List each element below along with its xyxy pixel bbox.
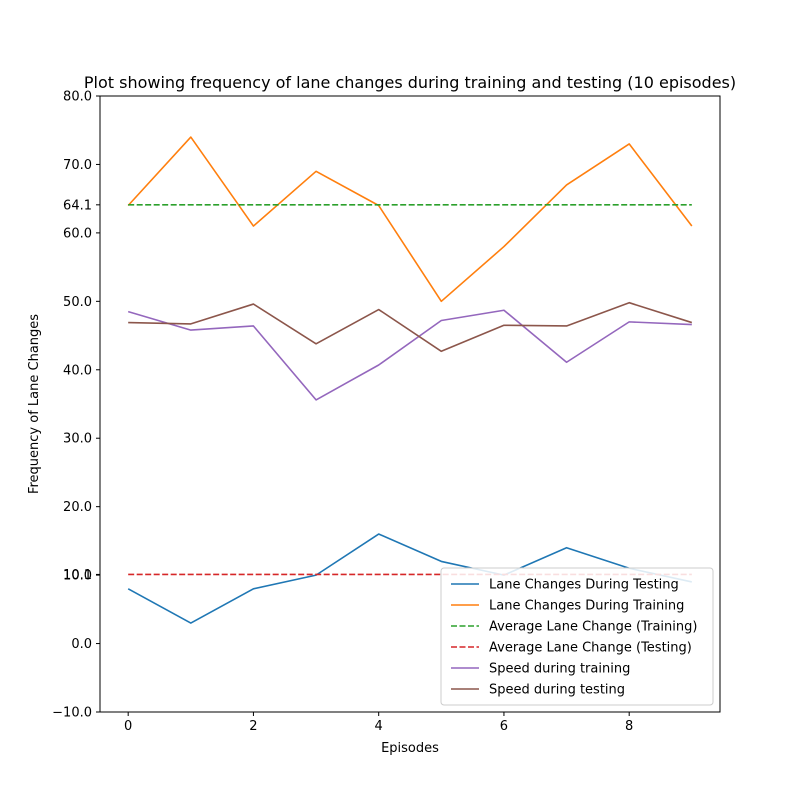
x-tick-label: 0 — [124, 719, 132, 734]
legend-label-1: Lane Changes During Training — [489, 599, 684, 614]
legend-label-4: Speed during training — [489, 662, 630, 677]
x-tick-label: 8 — [625, 719, 633, 734]
y-axis-ticks: −10.0 0.0 10.010.1 20.0 30.0 40.0 50.0 60.0 64.1… — [52, 90, 100, 721]
series-layer — [127, 136, 693, 624]
legend-label-5: Speed during testing — [489, 683, 625, 698]
series-line-1 — [127, 136, 693, 303]
legend: Lane Changes During Testing Lane Changes … — [440, 567, 714, 706]
y-tick-label: 10.1 — [63, 568, 92, 583]
y-tick-label: 20.0 — [63, 500, 92, 515]
y-tick-label: 50.0 — [63, 295, 92, 310]
y-tick-label: 10.0 — [63, 569, 92, 584]
y-tick-label: 0.0 — [71, 637, 92, 652]
y-axis-label: Frequency of Lane Changes — [27, 314, 42, 494]
y-tick-label: 30.0 — [63, 432, 92, 447]
y-tick-label: 64.1 — [63, 198, 92, 213]
series-line-0 — [127, 533, 692, 624]
y-tick-label: 40.0 — [63, 363, 92, 378]
legend-label-3: Average Lane Change (Testing) — [489, 641, 692, 656]
x-axis-label: Episodes — [381, 741, 439, 756]
series-line-4 — [127, 309, 692, 401]
y-tick-label: 60.0 — [63, 226, 92, 241]
series-line-5 — [128, 301, 693, 353]
legend-box — [440, 567, 714, 706]
x-tick-label: 2 — [249, 719, 257, 734]
legend-label-0: Lane Changes During Testing — [489, 578, 679, 593]
chart-title: Plot showing frequency of lane changes d… — [84, 73, 736, 92]
x-tick-label: 6 — [500, 719, 508, 734]
plot-frame — [99, 95, 721, 713]
legend-label-2: Average Lane Change (Training) — [489, 620, 697, 635]
x-tick-label: 4 — [375, 719, 383, 734]
x-axis-ticks: 0 2 4 6 8 — [124, 712, 633, 734]
y-tick-label: 80.0 — [63, 90, 92, 105]
y-tick-label: −10.0 — [52, 706, 92, 721]
y-tick-label: 70.0 — [63, 158, 92, 173]
